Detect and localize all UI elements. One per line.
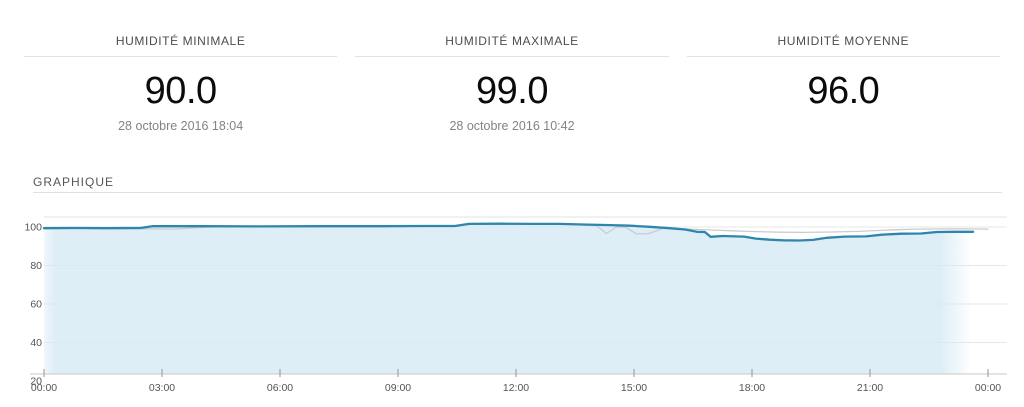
stat-title-avg: HUMIDITÉ MOYENNE (777, 34, 910, 48)
stat-title-min: HUMIDITÉ MINIMALE (115, 34, 246, 48)
stat-value-max: 99.0 (476, 70, 548, 112)
chart-x-label: 15:00 (621, 382, 647, 394)
chart-x-label: 00:00 (31, 382, 57, 394)
section-divider (33, 192, 1002, 193)
chart-y-label: 100 (24, 222, 42, 234)
section-title-graphique: GRAPHIQUE (33, 175, 115, 189)
chart-x-label: 00:00 (975, 382, 1001, 394)
chart-y-label: 40 (30, 337, 42, 349)
stat-card-max: HUMIDITÉ MAXIMALE 99.0 28 octobre 2016 1… (355, 34, 669, 134)
chart-x-label: 21:00 (857, 382, 883, 394)
chart-y-label: 80 (30, 260, 42, 272)
chart-line-humidity (42, 222, 975, 242)
stats-row: HUMIDITÉ MINIMALE 90.0 28 octobre 2016 1… (0, 34, 1024, 134)
stat-value-avg: 96.0 (807, 70, 880, 112)
chart-x-label: 12:00 (503, 382, 529, 394)
chart-area-fill (44, 223, 974, 374)
chart-y-label: 20 (30, 376, 42, 388)
stat-card-avg: HUMIDITÉ MOYENNE 96.0 (686, 34, 1000, 134)
chart-y-label: 60 (30, 299, 42, 311)
stat-divider (355, 56, 669, 57)
chart-x-label: 06:00 (267, 382, 293, 394)
stat-title-max: HUMIDITÉ MAXIMALE (445, 34, 579, 48)
stat-date-max: 28 octobre 2016 10:42 (449, 119, 575, 133)
stat-divider (24, 56, 338, 57)
stat-divider (686, 56, 1000, 57)
stat-card-min: HUMIDITÉ MINIMALE 90.0 28 octobre 2016 1… (24, 34, 338, 134)
chart-x-label: 18:00 (739, 382, 765, 394)
chart-x-label: 09:00 (385, 382, 411, 394)
chart-x-label: 03:00 (149, 382, 175, 394)
stat-value-min: 90.0 (144, 70, 217, 112)
stat-date-min: 28 octobre 2016 18:04 (118, 119, 244, 133)
